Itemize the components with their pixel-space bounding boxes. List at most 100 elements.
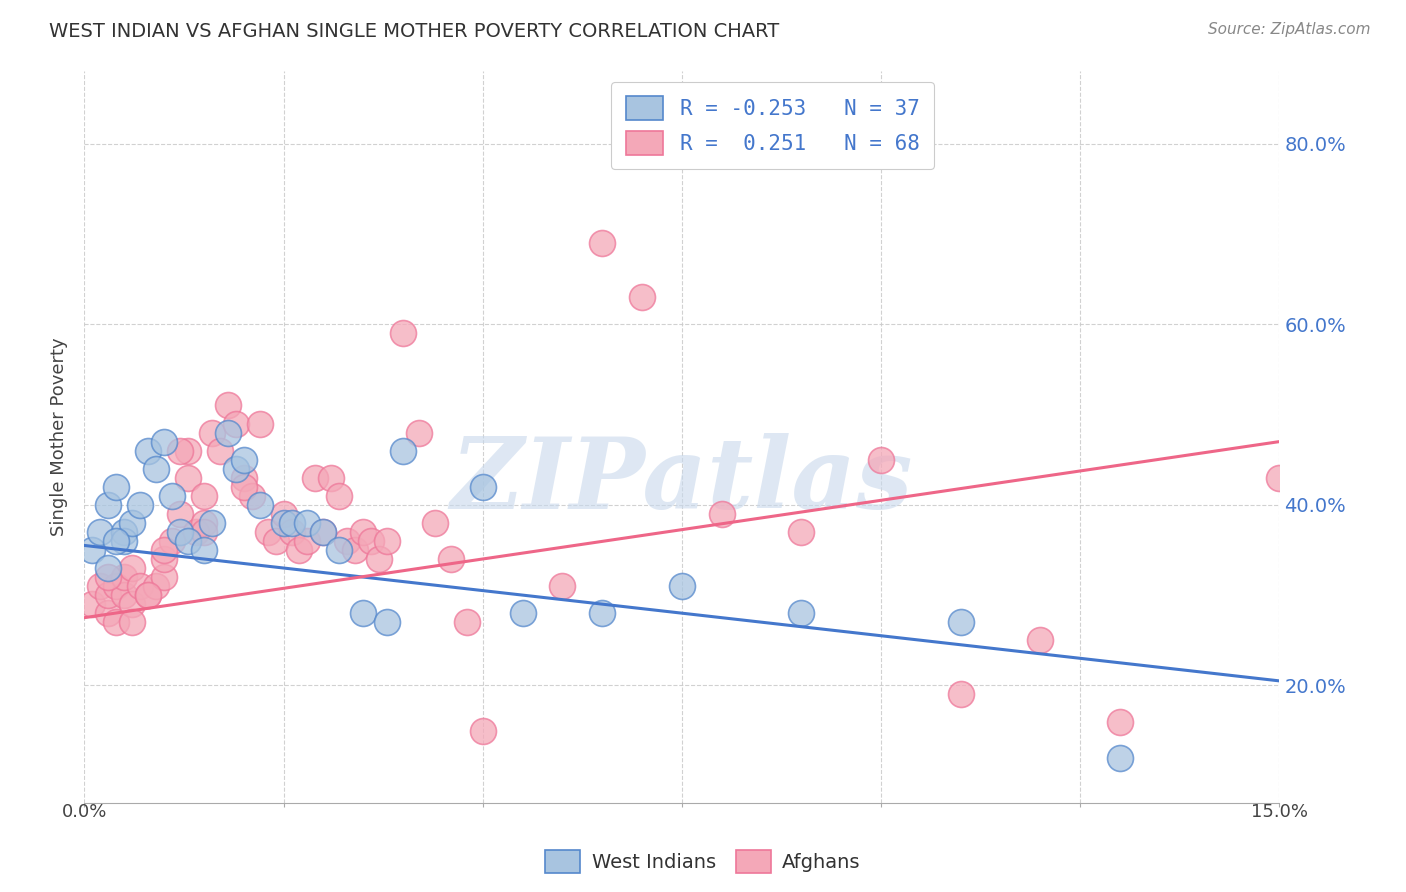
Point xyxy=(1268,471,1291,485)
Point xyxy=(169,524,191,539)
Point xyxy=(112,588,135,602)
Point xyxy=(790,606,813,620)
Point xyxy=(591,606,613,620)
Point xyxy=(184,524,207,539)
Point xyxy=(97,588,120,602)
Point xyxy=(112,524,135,539)
Point xyxy=(145,579,167,593)
Point xyxy=(232,452,254,467)
Point xyxy=(249,498,271,512)
Point xyxy=(193,543,215,558)
Point xyxy=(82,597,104,611)
Point xyxy=(423,516,446,530)
Point xyxy=(304,471,326,485)
Point xyxy=(177,443,200,458)
Point xyxy=(136,588,159,602)
Point xyxy=(631,290,654,304)
Point xyxy=(328,489,350,503)
Point xyxy=(710,507,733,521)
Point xyxy=(375,533,398,548)
Y-axis label: Single Mother Poverty: Single Mother Poverty xyxy=(51,338,69,536)
Point xyxy=(193,489,215,503)
Point xyxy=(217,399,239,413)
Point xyxy=(273,516,295,530)
Point xyxy=(160,489,183,503)
Point xyxy=(105,579,128,593)
Point xyxy=(273,507,295,521)
Point xyxy=(105,615,128,630)
Point xyxy=(280,524,302,539)
Point xyxy=(471,723,494,738)
Point xyxy=(145,461,167,475)
Point xyxy=(97,498,120,512)
Point xyxy=(112,570,135,584)
Point xyxy=(177,533,200,548)
Point xyxy=(153,570,176,584)
Point xyxy=(129,498,152,512)
Point xyxy=(671,579,693,593)
Point xyxy=(240,489,263,503)
Point xyxy=(280,516,302,530)
Point xyxy=(153,434,176,449)
Point xyxy=(201,425,224,440)
Point xyxy=(121,597,143,611)
Legend: West Indians, Afghans: West Indians, Afghans xyxy=(536,840,870,882)
Point xyxy=(136,588,159,602)
Point xyxy=(790,524,813,539)
Point xyxy=(949,615,972,630)
Point xyxy=(193,524,215,539)
Point xyxy=(440,552,463,566)
Text: ZIPatlas: ZIPatlas xyxy=(451,433,912,529)
Text: 0.0%: 0.0% xyxy=(62,803,107,821)
Point xyxy=(297,533,319,548)
Point xyxy=(136,443,159,458)
Point xyxy=(89,579,111,593)
Point xyxy=(297,516,319,530)
Point xyxy=(949,688,972,702)
Point xyxy=(392,326,415,341)
Point xyxy=(121,561,143,575)
Point xyxy=(177,471,200,485)
Point xyxy=(112,533,135,548)
Point xyxy=(368,552,391,566)
Point xyxy=(288,543,311,558)
Point xyxy=(89,524,111,539)
Point xyxy=(121,615,143,630)
Text: WEST INDIAN VS AFGHAN SINGLE MOTHER POVERTY CORRELATION CHART: WEST INDIAN VS AFGHAN SINGLE MOTHER POVE… xyxy=(49,22,779,41)
Point xyxy=(321,471,343,485)
Point xyxy=(208,443,231,458)
Point xyxy=(352,606,374,620)
Point xyxy=(225,417,247,431)
Point xyxy=(105,533,128,548)
Point xyxy=(352,524,374,539)
Point xyxy=(264,533,287,548)
Point xyxy=(1109,750,1132,764)
Point xyxy=(456,615,478,630)
Point xyxy=(551,579,574,593)
Point xyxy=(232,480,254,494)
Point xyxy=(471,480,494,494)
Point xyxy=(392,443,415,458)
Text: Source: ZipAtlas.com: Source: ZipAtlas.com xyxy=(1208,22,1371,37)
Point xyxy=(160,533,183,548)
Point xyxy=(328,543,350,558)
Point xyxy=(232,471,254,485)
Point xyxy=(870,452,893,467)
Point xyxy=(1029,633,1052,648)
Point xyxy=(153,552,176,566)
Point xyxy=(193,516,215,530)
Text: 15.0%: 15.0% xyxy=(1251,803,1308,821)
Point xyxy=(97,561,120,575)
Point xyxy=(97,606,120,620)
Point xyxy=(97,570,120,584)
Point xyxy=(1109,714,1132,729)
Point xyxy=(105,480,128,494)
Point xyxy=(217,425,239,440)
Point xyxy=(225,461,247,475)
Point xyxy=(201,516,224,530)
Point xyxy=(408,425,430,440)
Point xyxy=(121,516,143,530)
Point xyxy=(512,606,534,620)
Point xyxy=(312,524,335,539)
Point xyxy=(312,524,335,539)
